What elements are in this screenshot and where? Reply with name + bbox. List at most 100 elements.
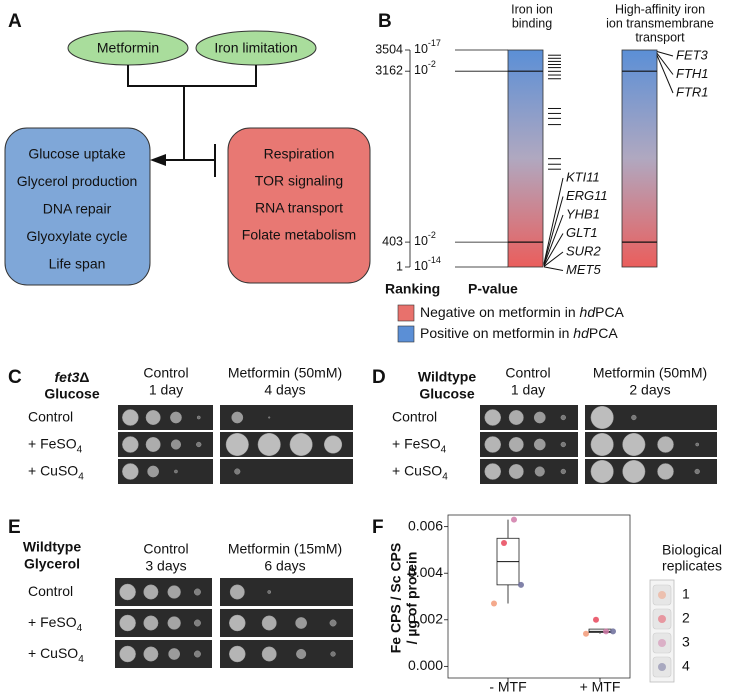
plate-image: [220, 459, 353, 484]
panel-label: D: [372, 367, 386, 388]
data-point: [610, 628, 616, 635]
condition-label: Metformin (50mM): [228, 365, 342, 381]
gene-leader: [656, 55, 674, 94]
legend-swatch: [397, 325, 415, 343]
colony-spot: [194, 588, 201, 596]
condition-label: 6 days: [264, 558, 305, 574]
condition-label: 1 day: [511, 382, 545, 398]
panel-label: A: [8, 11, 22, 32]
process-label: DNA repair: [43, 201, 112, 217]
row-label: Control: [28, 583, 73, 599]
colony-spot: [508, 464, 524, 479]
row-subscript: 4: [77, 623, 83, 634]
row-text: Control: [28, 583, 73, 599]
colony-spot: [508, 437, 524, 452]
column-title: ion transmembrane: [606, 16, 714, 30]
axis-label: Ranking: [385, 281, 440, 297]
process-label: Respiration: [264, 146, 335, 162]
colony-spot: [194, 650, 201, 658]
row-label: + CuSO4: [28, 645, 84, 665]
legend-title: Biological: [662, 542, 722, 558]
gene-label: MET5: [566, 262, 601, 277]
column-title: transport: [635, 30, 685, 44]
row-text: Control: [392, 408, 437, 424]
colony-spot: [261, 615, 277, 631]
strain-label: fet3Δ: [55, 369, 90, 385]
pvalue-tick-label: 10-17: [414, 38, 441, 56]
pvalue-base: 10: [414, 234, 428, 248]
colony-spot: [194, 619, 201, 627]
ranking-tick-label: 1: [396, 259, 403, 273]
condition-label: Metformin (50mM): [593, 365, 707, 381]
strain-italic: fet3: [55, 369, 80, 385]
pvalue-base: 10: [414, 42, 428, 56]
colony-spot: [560, 441, 566, 448]
gene-label: FTR1: [676, 84, 709, 99]
colony-spot: [143, 646, 159, 662]
legend-text: Negative on metformin in: [420, 304, 580, 320]
colony-spot: [167, 616, 181, 630]
panel-label: C: [8, 367, 22, 388]
colony-spot: [231, 411, 244, 424]
data-point: [501, 539, 507, 546]
process-label: Glycerol production: [17, 173, 138, 189]
colony-spot: [289, 433, 313, 456]
row-label: + FeSO4: [28, 614, 83, 634]
process-label: RNA transport: [255, 200, 343, 216]
gene-leader: [543, 177, 564, 264]
colony-spot: [234, 468, 241, 475]
data-point: [583, 630, 589, 637]
colony-spot: [631, 414, 637, 421]
colony-spot: [534, 466, 545, 477]
axis-label: P-value: [468, 281, 518, 297]
gene-label: FET3: [676, 47, 709, 62]
legend-italic: hd: [580, 304, 597, 320]
colony-spot: [225, 433, 249, 456]
gene-leader: [656, 53, 674, 75]
column-title: High-affinity iron: [615, 2, 705, 16]
colony-spot: [174, 469, 178, 474]
ranking-tick-label: 3504: [375, 42, 403, 56]
legend-swatch: [397, 304, 415, 322]
row-label: + FeSO4: [392, 435, 447, 455]
data-point: [491, 600, 497, 607]
row-subscript: 4: [442, 471, 448, 482]
legend-label: Negative on metformin in hdPCA: [420, 304, 625, 320]
plot-frame: [447, 514, 631, 679]
legend-marker: [658, 591, 666, 599]
process-label: Life span: [49, 256, 106, 272]
row-label: + FeSO4: [28, 435, 83, 455]
colony-spot: [168, 648, 181, 660]
colony-spot: [145, 410, 161, 425]
colony-spot: [261, 646, 277, 662]
row-label: Control: [392, 408, 437, 424]
row-label: Control: [28, 408, 73, 424]
colony-spot: [122, 409, 139, 426]
colony-spot: [657, 463, 674, 480]
x-tick-label: - MTF: [489, 679, 526, 695]
legend-marker: [658, 615, 666, 623]
condition-label: 4 days: [264, 382, 305, 398]
condition-label: Control: [505, 365, 550, 381]
gradient-bar: [507, 49, 544, 268]
legend-label: 3: [682, 634, 690, 650]
legend-text: PCA: [595, 304, 624, 320]
colony-spot: [695, 442, 700, 447]
legend-italic: hd: [573, 325, 590, 341]
row-subscript: 4: [78, 471, 84, 482]
colony-spot: [143, 615, 159, 631]
condition-label: Control: [143, 365, 188, 381]
input-label: Iron limitation: [214, 40, 297, 56]
column-title: Iron ion: [511, 2, 553, 16]
row-subscript: 4: [77, 444, 83, 455]
colony-spot: [145, 437, 161, 452]
colony-spot: [484, 463, 501, 480]
pvalue-exp: -2: [428, 230, 436, 240]
colony-spot: [295, 617, 307, 629]
colony-spot: [484, 436, 501, 453]
data-point: [603, 628, 609, 635]
column-title: binding: [512, 16, 552, 30]
gene-label: SUR2: [566, 243, 601, 258]
data-point: [511, 516, 517, 523]
row-label: + CuSO4: [392, 462, 448, 482]
